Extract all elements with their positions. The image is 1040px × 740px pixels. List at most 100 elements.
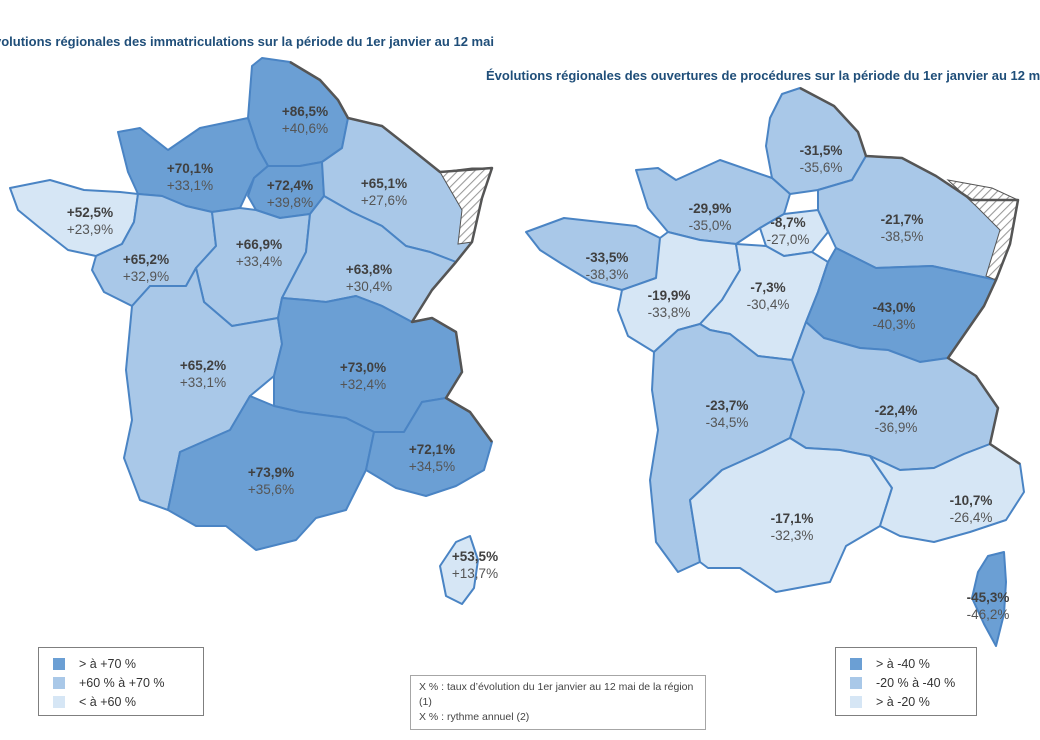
region-annual-rate: +33,4% — [236, 254, 282, 269]
region-value: -19,9% — [648, 288, 691, 303]
left-label-pays-de-la-loire: +65,2% +32,9% — [123, 252, 169, 284]
left-label-bretagne: +52,5% +23,9% — [67, 205, 113, 237]
region-annual-rate: +30,4% — [346, 279, 392, 294]
region-annual-rate: +40,6% — [282, 121, 328, 136]
region-annual-rate: -27,0% — [767, 232, 810, 247]
legend-item: > à -20 % — [850, 692, 966, 711]
region-value: +53,5% — [452, 549, 498, 564]
region-value: +52,5% — [67, 205, 113, 220]
region-annual-rate: -30,4% — [747, 297, 790, 312]
right-region-provence-alpes-cote-d-azur — [869, 443, 1025, 543]
land-frontier — [799, 86, 1021, 466]
legend-label: > à -40 % — [876, 656, 930, 671]
region-annual-rate: +13,7% — [452, 566, 498, 581]
region-value: -43,0% — [873, 300, 916, 315]
left-label-centre-val-de-loire: +66,9% +33,4% — [236, 237, 282, 269]
legend-label: < à +60 % — [79, 694, 136, 709]
region-annual-rate: -38,3% — [586, 267, 629, 282]
region-value: +72,4% — [267, 178, 313, 193]
left-label-occitanie: +73,9% +35,6% — [248, 465, 294, 497]
left-label-nouvelle-aquitaine: +65,2% +33,1% — [180, 358, 226, 390]
region-annual-rate: +39,8% — [267, 195, 313, 210]
left-label-grand-est: +65,1% +27,6% — [361, 176, 407, 208]
right-label-corse: -45,3% -46,2% — [967, 590, 1010, 622]
legend-label: -20 % à -40 % — [876, 675, 956, 690]
left-map: +86,5% +40,6% +70,1% +33,1% +72,4% +39,8% +65,… — [9, 57, 498, 605]
left-region-corse — [439, 535, 479, 605]
right-label-occitanie: -17,1% -32,3% — [771, 511, 814, 543]
region-annual-rate: +33,1% — [167, 178, 213, 193]
region-value: -45,3% — [967, 590, 1010, 605]
right-map-title: Évolutions régionales des ouvertures de … — [486, 68, 1040, 83]
region-annual-rate: -46,2% — [967, 607, 1010, 622]
right-map: -31,5% -35,6% -29,9% -35,0% -8,7% -27,0% -21,7… — [525, 87, 1025, 647]
note-line-annual: X % : rythme annuel (2) — [419, 711, 530, 723]
right-label-ile-de-france: -8,7% -27,0% — [767, 215, 810, 247]
region-annual-rate: +23,9% — [67, 222, 113, 237]
region-value: +86,5% — [282, 104, 328, 119]
region-value: +65,2% — [123, 252, 169, 267]
left-region-nouvelle-aquitaine — [123, 267, 283, 511]
region-value: -29,9% — [689, 201, 732, 216]
left-label-ile-de-france: +72,4% +39,8% — [267, 178, 313, 210]
region-value: -22,4% — [875, 403, 918, 418]
region-value: +73,0% — [340, 360, 386, 375]
region-value: +70,1% — [167, 161, 213, 176]
region-value: -21,7% — [881, 212, 924, 227]
right-label-normandie: -29,9% -35,0% — [689, 201, 732, 233]
region-annual-rate: -35,0% — [689, 218, 732, 233]
region-annual-rate: +34,5% — [409, 459, 455, 474]
region-value: +66,9% — [236, 237, 282, 252]
note-line-rate: X % : taux d’évolution du 1er janvier au… — [419, 681, 694, 708]
left-label-auvergne-rhone-alpes: +73,0% +32,4% — [340, 360, 386, 392]
legend-label: +60 % à +70 % — [79, 675, 165, 690]
right-label-nouvelle-aquitaine: -23,7% -34,5% — [706, 398, 749, 430]
region-value: +63,8% — [346, 262, 392, 277]
legend-item: > à -40 % — [850, 654, 966, 673]
legend-swatch — [53, 695, 65, 708]
region-annual-rate: +33,1% — [180, 375, 226, 390]
left-label-corse: +53,5% +13,7% — [452, 549, 498, 581]
legend-label: > à +70 % — [79, 656, 136, 671]
left-map-title: volutions régionales des immatriculation… — [0, 34, 494, 49]
legend-swatch — [850, 695, 862, 708]
right-label-auvergne-rhone-alpes: -22,4% -36,9% — [875, 403, 918, 435]
region-value: -17,1% — [771, 511, 814, 526]
region-annual-rate: -38,5% — [881, 229, 924, 244]
region-annual-rate: -33,8% — [648, 305, 691, 320]
right-label-hauts-de-france: -31,5% -35,6% — [800, 143, 843, 175]
right-region-corse — [971, 551, 1007, 647]
region-annual-rate: +27,6% — [361, 193, 407, 208]
region-annual-rate: -26,4% — [950, 510, 993, 525]
right-map-legend: > à -40 % -20 % à -40 % > à -20 % — [835, 647, 977, 716]
region-value: +65,2% — [180, 358, 226, 373]
region-value: -31,5% — [800, 143, 843, 158]
region-value: -8,7% — [770, 215, 805, 230]
region-annual-rate: +32,4% — [340, 377, 386, 392]
left-label-hauts-de-france: +86,5% +40,6% — [282, 104, 328, 136]
legend-swatch — [53, 657, 65, 670]
right-label-pays-de-la-loire: -19,9% -33,8% — [648, 288, 691, 320]
legend-swatch — [53, 676, 65, 689]
legend-swatch — [850, 657, 862, 670]
region-value: -33,5% — [586, 250, 629, 265]
region-value: +65,1% — [361, 176, 407, 191]
region-annual-rate: -40,3% — [873, 317, 916, 332]
right-label-provence-alpes-cote-d-azur: -10,7% -26,4% — [950, 493, 993, 525]
legend-item: > à +70 % — [53, 654, 193, 673]
legend-item: -20 % à -40 % — [850, 673, 966, 692]
legend-item: +60 % à +70 % — [53, 673, 193, 692]
region-value: +72,1% — [409, 442, 455, 457]
region-annual-rate: -32,3% — [771, 528, 814, 543]
left-map-legend: > à +70 % +60 % à +70 % < à +60 % — [38, 647, 204, 716]
right-label-bourgogne-franche-comte: -43,0% -40,3% — [873, 300, 916, 332]
land-frontier — [289, 60, 494, 443]
legend-note: X % : taux d’évolution du 1er janvier au… — [410, 675, 706, 730]
right-label-bretagne: -33,5% -38,3% — [586, 250, 629, 282]
region-value: -10,7% — [950, 493, 993, 508]
region-value: +73,9% — [248, 465, 294, 480]
left-region-provence-alpes-cote-d-azur — [365, 397, 493, 497]
region-annual-rate: +35,6% — [248, 482, 294, 497]
left-label-provence-alpes-cote-d-azur: +72,1% +34,5% — [409, 442, 455, 474]
